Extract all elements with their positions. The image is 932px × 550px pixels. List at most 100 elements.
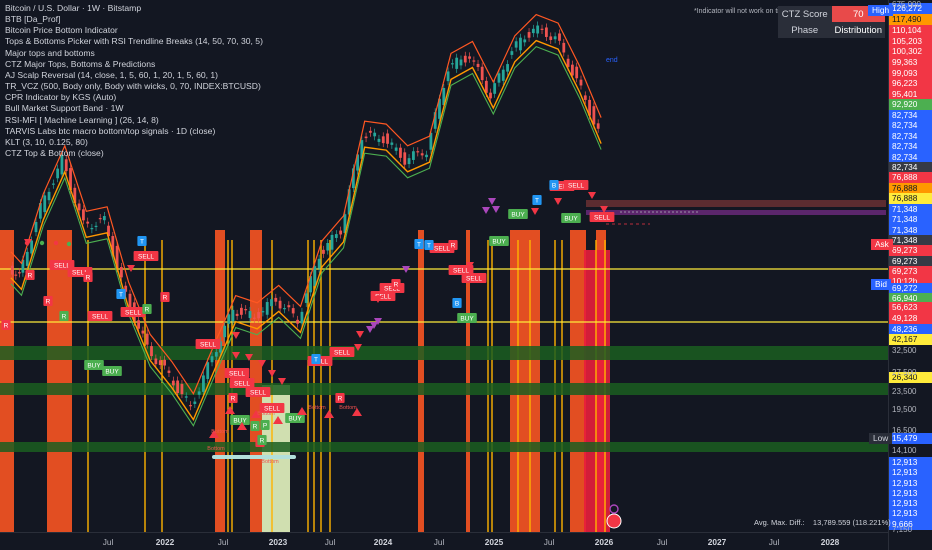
down-triangle-marker [600,206,608,213]
buy-signal [285,413,305,423]
sell-signal-text: SELL [250,390,266,397]
candle [596,123,600,129]
candle [189,405,192,407]
prediction-marker [606,513,622,529]
sell-signal [563,180,589,190]
candle [265,302,269,315]
price-label: 69,273 [889,266,932,277]
candle [592,106,596,125]
bottom-label: Bottom [211,429,229,435]
candle [47,191,51,201]
symbol-title[interactable]: Bitcoin / U.S. Dollar · 1W · Bitstamp [5,3,142,13]
indicator-major-tops-bottoms[interactable]: Major tops and bottoms [5,47,95,58]
r-signal [250,421,260,431]
signal-dot [39,240,45,246]
candle [193,401,197,404]
r-signal [142,304,152,314]
r-signal-text: R [163,295,168,302]
indicator-klt[interactable]: KLT (3, 10, 0.125, 80) [5,136,88,147]
signal-dot [53,240,59,246]
r-signal [257,435,267,445]
low-price-label: 15,479 [889,433,932,444]
indicator-ctz-major[interactable]: CTZ Major Tops, Bottoms & Predictions [5,58,156,69]
candle [197,391,201,395]
price-label: 82,734 [889,131,932,142]
indicator-rsi-mfi[interactable]: RSI-MFI [ Machine Learning ] (26, 14, 8) [5,114,159,125]
sell-signal-text: SELL [434,246,450,253]
candle [583,95,587,100]
down-triangle-marker [366,326,374,333]
indicator-cpr[interactable]: CPR Indicator by KGS (Auto) [5,92,117,103]
r-signal-text: R [62,314,67,321]
r-signal [59,311,69,321]
t-signal-text: T [119,292,123,299]
price-tick: 19,500 [892,405,917,414]
price-label: 100,302 [889,46,932,57]
candle [540,28,544,30]
candle [339,230,343,235]
price-label: 66,940 [889,293,932,304]
indicator-aj-scalp[interactable]: AJ Scalp Reversal (14, close, 1, 5, 60, … [5,69,219,80]
price-label: 26,340 [889,372,932,383]
buy-signal-text: BUY [511,212,525,219]
candle [326,243,330,251]
orange-zone [215,230,225,532]
candle [210,356,214,363]
buy-signal [84,360,104,370]
buy-signal [230,415,250,425]
price-axis[interactable]: 126,272 117,490 110,104 105,203 100,302 99,36… [888,0,932,550]
candle [343,214,347,233]
indicator-tr-vcz[interactable]: TR_VCZ (500, Body only, Body with wicks,… [5,81,261,92]
candle [570,64,574,76]
r-signal [335,393,345,403]
up-triangle-marker [251,410,261,418]
candle [291,308,295,314]
indicator-tarvis[interactable]: TARVIS Labs btc macro bottom/top signals… [5,125,216,136]
candle [274,297,278,302]
candle [579,79,583,86]
indicator-bitcoin-price-bottom[interactable]: Bitcoin Price Bottom Indicator [5,25,118,36]
price-label: 110,104 [889,25,932,36]
candle [248,311,252,318]
resistance-band [586,210,886,215]
legend: Bitcoin / U.S. Dollar · 1W · Bitstamp BT… [5,3,263,159]
indicator-btb[interactable]: BTB [Da_Prof] [5,14,61,25]
signal-dot [24,240,30,246]
bottom-label: Bottom [261,459,279,465]
candle [235,313,239,316]
down-triangle-marker [482,207,490,214]
down-triangle-marker [258,360,266,367]
low-tag: Low [869,433,893,444]
down-triangle-marker [492,206,500,213]
r-signal-text: R [253,424,258,431]
candle [468,56,471,59]
indicator-ctz-top-bottom[interactable]: CTZ Top & Bottom (close) [5,148,104,159]
price-label: 10:12h [889,276,932,287]
indicator-tops-bottoms-picker[interactable]: Tops & Bottoms Picker with RSI Trendline… [5,36,263,47]
candle [214,352,218,357]
candle [446,71,450,82]
candle [544,27,548,37]
sell-signal [229,378,255,388]
candle [231,309,235,322]
indicator-bull-market-band[interactable]: Bull Market Support Band · 1W [5,103,124,114]
time-tick-year: 2028 [820,537,840,547]
r-signal-text: R [231,396,236,403]
down-triangle-marker [374,318,382,325]
down-triangle-marker [356,331,364,338]
candle [115,245,119,269]
bottom-label: Bottom [257,411,275,417]
time-tick-month: Jul [656,537,668,547]
time-axis[interactable]: Jul 2022 Jul 2023 Jul 2024 Jul 2025 Jul 2026 Jul 20… [0,532,888,550]
candle [514,41,518,48]
sell-signal-text: SELL [234,381,250,388]
sell-signal [120,307,146,317]
price-chart[interactable]: SELLSELLSELLSELLSELLSELLSELLSELLSELLSELL… [0,0,888,532]
candle [278,300,282,309]
candle [43,195,47,213]
candle [111,236,115,256]
sell-signal [329,347,355,357]
candle [287,305,291,308]
sell-signal-text: SELL [384,286,400,293]
